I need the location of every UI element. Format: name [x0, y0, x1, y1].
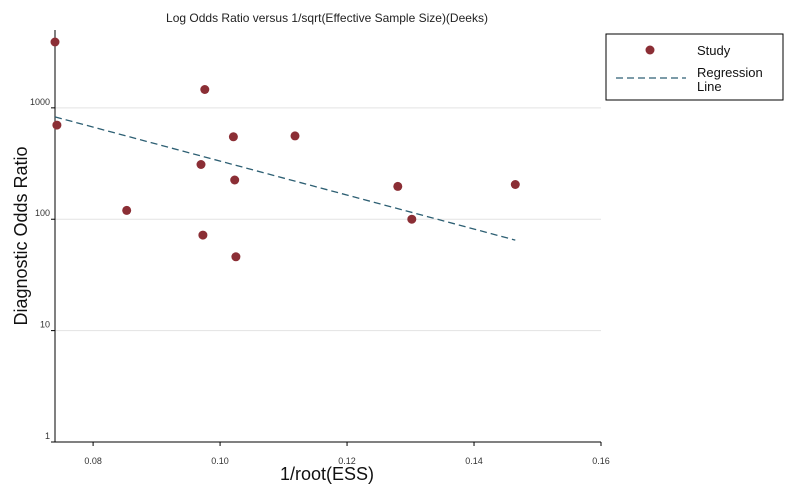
study-point — [407, 214, 417, 224]
grid-lines — [55, 107, 601, 332]
study-point — [122, 205, 132, 215]
study-point — [50, 37, 60, 47]
legend-box — [605, 33, 784, 101]
study-point — [196, 160, 206, 169]
study-point — [230, 175, 240, 185]
study-point — [52, 120, 62, 130]
y-tick-label: 1000 — [30, 97, 50, 107]
x-tick-label: 0.16 — [592, 456, 610, 466]
study-point — [200, 85, 210, 94]
x-tick-label: 0.14 — [465, 456, 483, 466]
y-axis-title: Diagnostic Odds Ratio — [11, 146, 31, 325]
study-point — [393, 181, 403, 191]
y-tick-label: 10 — [40, 320, 50, 330]
x-tick-label: 0.12 — [338, 456, 356, 466]
study-point — [231, 252, 241, 262]
legend-label: Study — [697, 43, 731, 58]
study-point — [510, 180, 520, 189]
x-tick-label: 0.08 — [84, 456, 102, 466]
study-point — [290, 131, 300, 141]
study-point — [228, 132, 238, 142]
regression-line — [54, 116, 516, 241]
y-tick-label: 100 — [35, 208, 50, 218]
y-tick-label: 1 — [45, 431, 50, 441]
study-points-layer — [50, 37, 520, 262]
legend-study-marker — [645, 45, 655, 55]
legend-label: Line — [697, 79, 722, 94]
regression-line-layer — [54, 116, 516, 241]
study-point — [198, 230, 208, 240]
axis-ticks: 1 10 100 1000 0.08 0.10 0.12 0.14 0.16 — [30, 97, 610, 466]
x-tick-label: 0.10 — [211, 456, 229, 466]
legend-label: Regression — [697, 65, 763, 80]
chart-title: Log Odds Ratio versus 1/sqrt(Effective S… — [166, 11, 488, 25]
x-axis-title: 1/root(ESS) — [280, 464, 374, 484]
